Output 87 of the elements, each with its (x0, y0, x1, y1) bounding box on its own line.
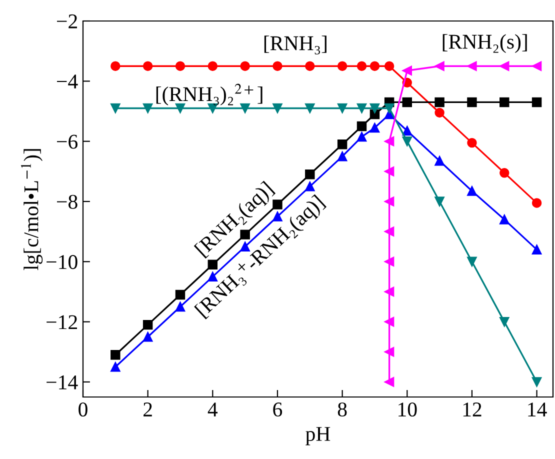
point (500, 214, 510, 224)
point (110, 350, 120, 360)
point (500, 316, 510, 327)
point (384, 377, 394, 387)
y-tick-label: −6 (57, 134, 78, 149)
x-tick-label: 10 (398, 402, 417, 417)
y-axis-title: lg[c/mol•L$^{−1}$)] (20, 149, 43, 270)
point (337, 61, 348, 71)
annotation: [RNH₃] (264, 36, 326, 54)
point (337, 103, 348, 114)
x-tick-label: 14 (528, 402, 547, 416)
point (305, 170, 315, 180)
point (272, 103, 282, 114)
point (500, 168, 510, 178)
y-tick-label: −14 (46, 375, 78, 390)
point (384, 226, 394, 236)
point (356, 132, 367, 142)
x-tick-label: 0 (78, 402, 88, 417)
annotation: [RNH₂(s)] (442, 34, 527, 54)
x-tick-label: 8 (338, 402, 347, 417)
point (384, 61, 394, 71)
point (356, 121, 367, 132)
point (434, 61, 444, 71)
point (467, 97, 477, 108)
point (532, 198, 542, 208)
point (175, 290, 186, 300)
point (402, 126, 412, 136)
y-tick-label: −12 (46, 315, 77, 330)
x-tick-label: 12 (463, 402, 482, 416)
point (356, 61, 367, 71)
point (142, 103, 153, 114)
point (110, 362, 120, 372)
point (240, 61, 250, 71)
x-axis-title: pH (306, 427, 330, 446)
point (384, 136, 394, 146)
x-tick-label: 6 (273, 402, 282, 417)
point (305, 61, 315, 71)
point (305, 103, 315, 114)
point (142, 61, 153, 71)
point (110, 103, 120, 114)
point (175, 302, 186, 312)
point (467, 61, 477, 71)
point (337, 139, 348, 150)
point (384, 103, 394, 114)
point (384, 196, 394, 206)
point (356, 103, 367, 114)
point (175, 61, 186, 71)
point (272, 61, 282, 71)
point (337, 152, 348, 162)
point (402, 97, 412, 108)
point (305, 182, 315, 192)
point (370, 122, 380, 133)
x-tick-label: 4 (208, 402, 218, 416)
y-tick-label: −4 (57, 74, 78, 88)
point (467, 186, 477, 196)
point (142, 320, 153, 330)
point (402, 66, 412, 76)
point (370, 103, 380, 114)
point (402, 136, 412, 146)
point (434, 156, 444, 166)
point (110, 61, 120, 71)
point (532, 61, 542, 71)
point (434, 97, 444, 108)
point (467, 138, 477, 148)
point (208, 260, 218, 270)
y-tick-label: −8 (57, 194, 78, 209)
point (240, 103, 250, 114)
annotation: [(RNH₃)₂$^{2+}$] (156, 84, 262, 106)
point (532, 244, 542, 254)
point (384, 256, 394, 266)
point (384, 166, 394, 176)
y-tick-label: −10 (46, 255, 78, 270)
point (434, 108, 444, 118)
point (384, 347, 394, 357)
point (370, 61, 380, 71)
x-tick-label: 2 (144, 402, 152, 416)
point (142, 332, 153, 342)
point (384, 316, 394, 327)
point (467, 256, 477, 266)
point (532, 97, 542, 108)
point (500, 61, 510, 71)
point (500, 97, 510, 108)
point (532, 377, 542, 387)
y-tick-label: −2 (57, 14, 77, 28)
point (434, 196, 444, 206)
point (208, 61, 218, 71)
point (384, 286, 394, 297)
